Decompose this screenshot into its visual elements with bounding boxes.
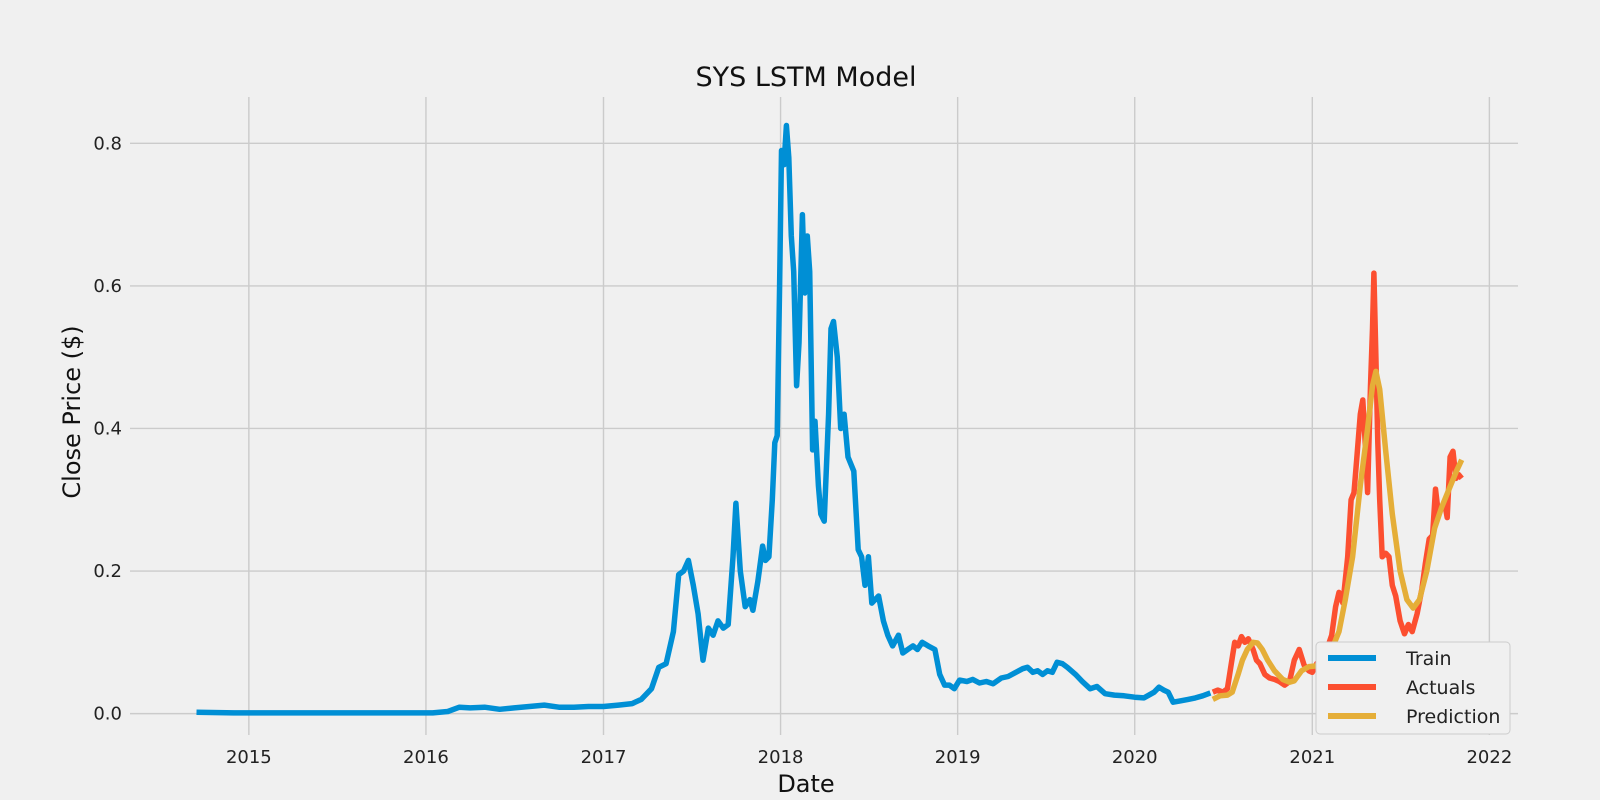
x-tick-label: 2018	[758, 747, 804, 768]
y-tick-label: 0.6	[93, 276, 122, 297]
y-tick-label: 0.4	[93, 418, 122, 439]
x-tick-label: 2015	[226, 747, 272, 768]
legend: Train Actuals Prediction	[1315, 641, 1511, 735]
legend-label-train: Train	[1405, 648, 1452, 670]
y-axis-title: Close Price ($)	[58, 325, 86, 498]
y-tick-label: 0.0	[93, 704, 122, 725]
legend-label-prediction: Prediction	[1406, 706, 1500, 728]
x-tick-label: 2022	[1466, 747, 1512, 768]
x-tick-label: 2019	[935, 747, 981, 768]
legend-box	[1315, 641, 1511, 735]
x-axis-title: Date	[777, 770, 834, 798]
x-tick-label: 2016	[403, 747, 449, 768]
x-tick-label: 2020	[1112, 747, 1158, 768]
y-tick-label: 0.8	[93, 133, 122, 154]
x-tick-label: 2021	[1289, 747, 1335, 768]
y-tick-label: 0.2	[93, 561, 122, 582]
grid	[130, 97, 1518, 735]
chart-title: SYS LSTM Model	[696, 62, 917, 93]
legend-label-actuals: Actuals	[1406, 677, 1475, 699]
series-line-prediction	[1211, 368, 1465, 702]
series-line-train	[196, 122, 1212, 716]
series-line-actuals	[1211, 270, 1464, 695]
series-layer	[196, 122, 1465, 716]
tick-labels: 2015 2016 2017 2018 2019 2020 2021 2022 0.0 0.2 0.…	[93, 133, 1512, 768]
x-tick-label: 2017	[581, 747, 627, 768]
